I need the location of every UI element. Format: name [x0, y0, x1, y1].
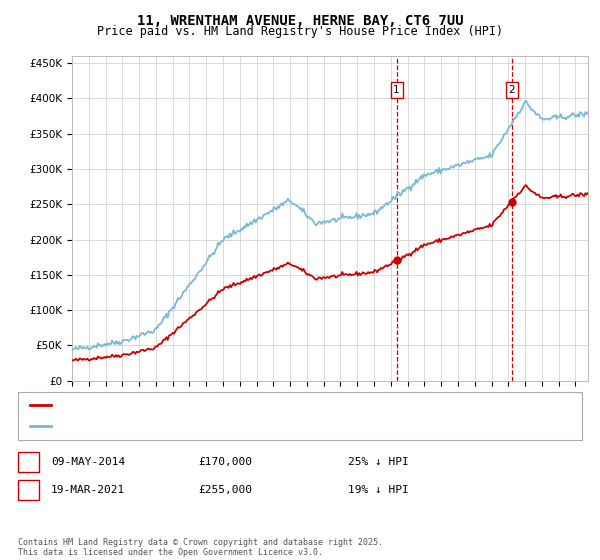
Text: 2: 2 — [508, 85, 515, 95]
Text: 11, WRENTHAM AVENUE, HERNE BAY, CT6 7UU: 11, WRENTHAM AVENUE, HERNE BAY, CT6 7UU — [137, 14, 463, 28]
Text: 1: 1 — [393, 85, 400, 95]
Text: 2: 2 — [25, 485, 32, 495]
Text: 11, WRENTHAM AVENUE, HERNE BAY, CT6 7UU (semi-detached house): 11, WRENTHAM AVENUE, HERNE BAY, CT6 7UU … — [55, 400, 413, 410]
Text: 25% ↓ HPI: 25% ↓ HPI — [348, 457, 409, 467]
Text: Price paid vs. HM Land Registry's House Price Index (HPI): Price paid vs. HM Land Registry's House … — [97, 25, 503, 38]
Text: £255,000: £255,000 — [198, 485, 252, 495]
Text: HPI: Average price, semi-detached house, Canterbury: HPI: Average price, semi-detached house,… — [55, 421, 355, 431]
Text: 19% ↓ HPI: 19% ↓ HPI — [348, 485, 409, 495]
Text: Contains HM Land Registry data © Crown copyright and database right 2025.
This d: Contains HM Land Registry data © Crown c… — [18, 538, 383, 557]
Text: £170,000: £170,000 — [198, 457, 252, 467]
Text: 09-MAY-2014: 09-MAY-2014 — [51, 457, 125, 467]
Text: 19-MAR-2021: 19-MAR-2021 — [51, 485, 125, 495]
Text: 1: 1 — [25, 457, 32, 467]
